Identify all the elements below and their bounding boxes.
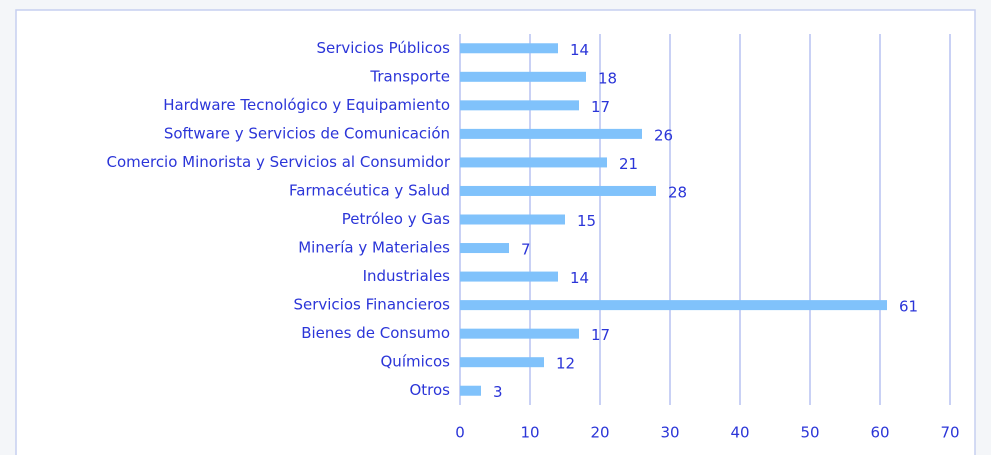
data-label: 18 [598, 69, 617, 87]
bar [460, 385, 481, 396]
y-tick-label: Químicos [381, 353, 451, 371]
data-label: 14 [570, 41, 589, 59]
chart-frame [15, 9, 976, 455]
bar [460, 300, 887, 311]
y-tick-label: Petróleo y Gas [342, 210, 450, 228]
bar [460, 100, 579, 111]
x-tick-label: 40 [730, 424, 749, 442]
data-label: 61 [899, 298, 918, 316]
y-tick-label: Servicios Públicos [316, 39, 450, 57]
data-label: 7 [521, 241, 531, 259]
data-label: 12 [556, 355, 575, 373]
bar [460, 71, 586, 82]
data-label: 14 [570, 269, 589, 287]
y-tick-label: Servicios Financieros [293, 296, 450, 314]
data-label: 26 [654, 126, 673, 144]
y-tick-label: Industriales [363, 267, 451, 285]
bar [460, 157, 607, 168]
y-tick-label: Minería y Materiales [298, 239, 450, 257]
x-tick-label: 50 [800, 424, 819, 442]
x-tick-label: 70 [940, 424, 959, 442]
x-tick-label: 30 [660, 424, 679, 442]
bar [460, 243, 509, 254]
y-tick-label: Transporte [369, 67, 450, 85]
y-tick-label: Otros [409, 381, 450, 399]
y-tick-label: Hardware Tecnológico y Equipamiento [163, 96, 450, 114]
bar [460, 328, 579, 339]
x-tick-label: 10 [520, 424, 539, 442]
x-tick-label: 0 [455, 424, 465, 442]
bar [460, 271, 558, 282]
data-label: 17 [591, 326, 610, 344]
bar [460, 357, 544, 368]
bar [460, 214, 565, 225]
data-label: 17 [591, 98, 610, 116]
y-tick-label: Comercio Minorista y Servicios al Consum… [106, 153, 450, 171]
x-tick-label: 60 [870, 424, 889, 442]
data-label: 3 [493, 383, 503, 401]
y-tick-label: Software y Servicios de Comunicación [164, 124, 450, 142]
bar [460, 128, 642, 139]
data-label: 28 [668, 183, 687, 201]
data-label: 15 [577, 212, 596, 230]
bar [460, 43, 558, 54]
y-tick-label: Bienes de Consumo [301, 324, 450, 342]
data-label: 21 [619, 155, 638, 173]
y-tick-label: Farmacéutica y Salud [289, 181, 450, 199]
bar [460, 185, 656, 196]
x-tick-label: 20 [590, 424, 609, 442]
